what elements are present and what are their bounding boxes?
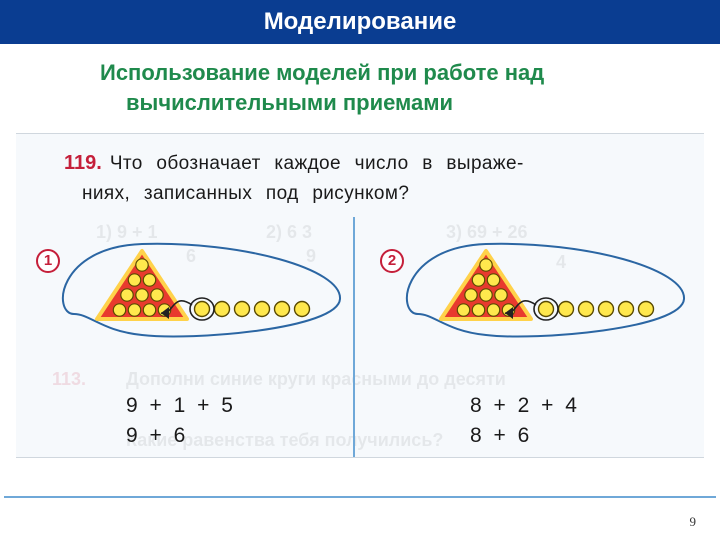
header-title: Моделирование — [264, 8, 457, 35]
figures-row: 1 2 — [26, 223, 694, 363]
problem-text-1: Что обозначает каждое число в выраже- — [110, 153, 524, 174]
subtitle: Использование моделей при работе над выч… — [0, 44, 720, 127]
problem-statement: 119. Что обозначает каждое число в выраже… — [26, 148, 694, 179]
expressions-left: 9 + 1 + 5 9 + 6 — [16, 391, 360, 452]
bottom-rule — [4, 496, 716, 498]
figure-panel-2: 2 — [386, 229, 696, 349]
figure-panel-1: 1 — [42, 229, 352, 349]
expressions-row: 9 + 1 + 5 9 + 6 8 + 2 + 4 8 + 6 — [16, 391, 704, 452]
figure-badge-1: 1 — [36, 249, 60, 273]
figure-svg-1 — [42, 229, 352, 349]
header-bar: Моделирование — [0, 0, 720, 44]
textbook-excerpt: 119. Что обозначает каждое число в выраже… — [16, 133, 704, 458]
figure-svg-2 — [386, 229, 696, 349]
expressions-right: 8 + 2 + 4 8 + 6 — [360, 391, 704, 452]
expr-l2: 9 + 6 — [126, 421, 360, 451]
problem-number: 119. — [64, 152, 102, 174]
problem-text-2: ниях, записанных под рисунком? — [26, 179, 694, 208]
subtitle-line1: Использование моделей при работе над — [100, 58, 680, 88]
figure-badge-2: 2 — [380, 249, 404, 273]
page-number: 9 — [690, 514, 697, 530]
expr-r1: 8 + 2 + 4 — [470, 391, 704, 421]
subtitle-line2: вычислительными приемами — [100, 88, 680, 118]
expr-l1: 9 + 1 + 5 — [126, 391, 360, 421]
expr-r2: 8 + 6 — [470, 421, 704, 451]
